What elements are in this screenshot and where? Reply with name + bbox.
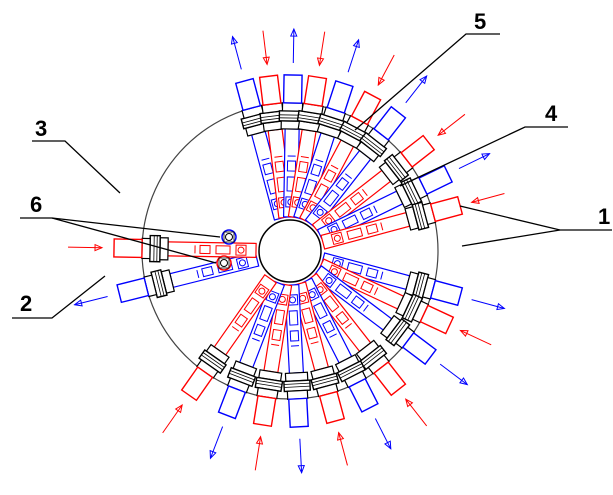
spoke-e-3 [320, 193, 505, 250]
spoke-e-1 [311, 113, 466, 237]
spoke-sw-2 [209, 279, 286, 460]
spoke-ne-2 [304, 75, 428, 230]
spoke-se-3 [312, 265, 469, 386]
spoke-s-2 [298, 277, 392, 450]
leader-6 [20, 217, 221, 238]
spoke-s-1 [304, 272, 428, 427]
label-5: 5 [474, 9, 486, 34]
label-6: 6 [30, 192, 42, 217]
spoke-s-4 [283, 283, 312, 474]
leader-1b [461, 229, 561, 247]
label-2: 2 [20, 291, 32, 316]
central-hub [258, 219, 322, 283]
leader-6b [51, 217, 217, 264]
label-4: 4 [545, 101, 558, 126]
spoke-e-2 [316, 153, 491, 244]
spoke-w-2 [73, 251, 260, 307]
leader-1 [459, 205, 612, 231]
leader-lines [12, 33, 612, 319]
spoke-n-5 [293, 38, 360, 222]
leader-5 [354, 33, 500, 131]
spoke-sw-1 [252, 282, 293, 471]
spokes-layer [68, 27, 506, 474]
leader-4 [399, 126, 568, 187]
sensor-blue [221, 229, 237, 245]
sensor-red [216, 255, 232, 271]
spoke-s-3 [291, 281, 348, 466]
label-3: 3 [35, 116, 47, 141]
spoke-n-4 [287, 31, 328, 220]
leader-3 [32, 140, 121, 194]
leader-2 [12, 275, 106, 319]
label-1: 1 [598, 204, 610, 229]
spoke-se-2 [317, 258, 492, 346]
spoke-w-1 [162, 274, 278, 434]
